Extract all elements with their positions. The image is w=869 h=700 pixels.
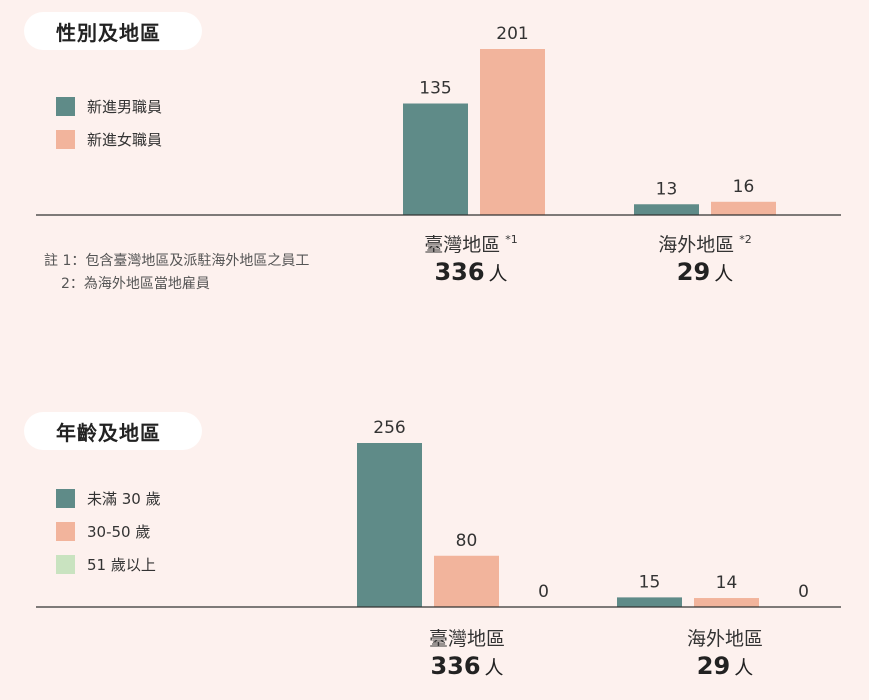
chart2-region-overseas-total: 29 xyxy=(696,652,731,680)
legend-swatch-under30 xyxy=(56,489,75,508)
data-label-c1-s2-g1: 201 xyxy=(496,24,528,44)
legend-item-under30: 未滿 30 歲 xyxy=(56,482,161,515)
chart2-region-overseas-name: 海外地區 xyxy=(686,628,763,650)
legend-item-male: 新進男職員 xyxy=(56,90,162,123)
legend-item-over50: 51 歲以上 xyxy=(56,548,161,581)
chart1-region-taiwan: 臺灣地區 *1 336 人 xyxy=(371,230,571,286)
note-1: 註 1：包含臺灣地區及派駐海外地區之員工 xyxy=(44,253,310,269)
legend-swatch-male xyxy=(56,97,75,116)
data-label-c1-s1-g2: 13 xyxy=(656,179,678,199)
chart1-region-overseas-note: *2 xyxy=(739,233,752,246)
chart1-notes: 註 1：包含臺灣地區及派駐海外地區之員工 2：為海外地區當地雇員 xyxy=(44,250,309,296)
legend-label-under30: 未滿 30 歲 xyxy=(87,490,161,508)
chart1-region-taiwan-total: 336 xyxy=(434,258,485,286)
bar-c2-s2-g2 xyxy=(694,598,759,607)
chart2-region-taiwan-unit: 人 xyxy=(484,657,504,679)
data-label-c1-s2-g2: 16 xyxy=(733,177,755,197)
bar-c1-s2-g1 xyxy=(480,49,545,215)
chart1-region-overseas-name: 海外地區 xyxy=(658,234,735,256)
chart1-region-overseas: 海外地區 *2 29 人 xyxy=(605,230,805,286)
legend-swatch-30to50 xyxy=(56,522,75,541)
bar-c1-s1-g1 xyxy=(403,103,468,215)
legend-swatch-female xyxy=(56,130,75,149)
legend-label-over50: 51 歲以上 xyxy=(87,556,156,574)
note-2: 2：為海外地區當地雇員 xyxy=(61,276,210,292)
chart2-legend: 未滿 30 歲 30-50 歲 51 歲以上 xyxy=(56,482,161,581)
chart2-region-taiwan-total: 336 xyxy=(430,652,481,680)
data-label-c2-s3-g1: 0 xyxy=(538,582,549,602)
chart1-region-taiwan-name: 臺灣地區 xyxy=(424,234,501,256)
legend-swatch-over50 xyxy=(56,555,75,574)
legend-item-30to50: 30-50 歲 xyxy=(56,515,161,548)
data-label-c2-s1-g1: 256 xyxy=(373,418,405,438)
data-label-c2-s1-g2: 15 xyxy=(639,572,661,592)
bar-c2-s1-g1 xyxy=(357,443,422,607)
chart2-region-overseas: 海外地區 29 人 xyxy=(625,624,825,680)
chart1-region-taiwan-unit: 人 xyxy=(488,263,508,285)
legend-item-female: 新進女職員 xyxy=(56,123,162,156)
chart2-region-taiwan: 臺灣地區 336 人 xyxy=(367,624,567,680)
data-label-c2-s3-g2: 0 xyxy=(798,582,809,602)
chart2-title: 年齡及地區 xyxy=(24,412,202,450)
data-label-c1-s1-g1: 135 xyxy=(419,79,451,99)
chart1-region-overseas-total: 29 xyxy=(676,258,711,286)
bar-c1-s1-g2 xyxy=(634,204,699,215)
bar-c2-s1-g2 xyxy=(617,597,682,607)
chart2-region-overseas-unit: 人 xyxy=(734,657,754,679)
chart1-legend: 新進男職員 新進女職員 xyxy=(56,90,162,156)
chart1-region-taiwan-note: *1 xyxy=(505,233,518,246)
bar-c2-s2-g1 xyxy=(434,555,499,607)
data-label-c2-s2-g2: 14 xyxy=(716,573,738,593)
legend-label-female: 新進女職員 xyxy=(87,131,163,149)
legend-label-male: 新進男職員 xyxy=(87,98,163,116)
chart2-region-taiwan-name: 臺灣地區 xyxy=(428,628,505,650)
bar-c1-s2-g2 xyxy=(711,201,776,215)
legend-label-30to50: 30-50 歲 xyxy=(87,523,151,541)
chart1-region-overseas-unit: 人 xyxy=(714,263,734,285)
chart1-title: 性別及地區 xyxy=(24,12,202,50)
data-label-c2-s2-g1: 80 xyxy=(456,531,478,551)
